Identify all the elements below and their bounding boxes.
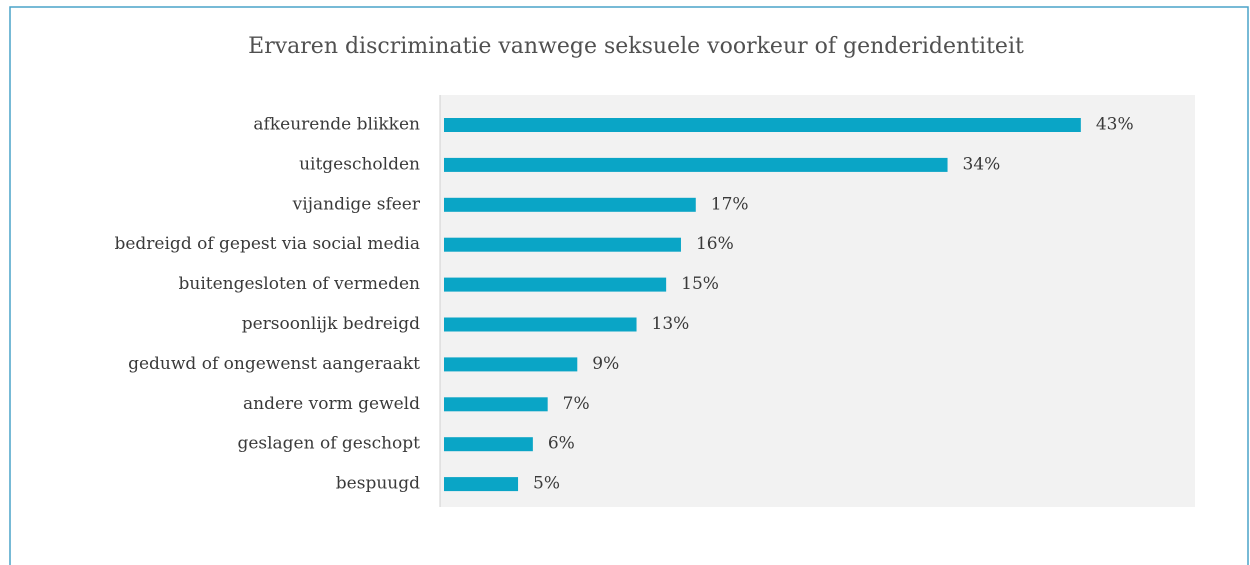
- category-label: bespuugd: [336, 474, 420, 494]
- bar: [444, 317, 637, 332]
- value-label: 5%: [533, 474, 560, 494]
- value-label: 34%: [963, 154, 1001, 174]
- value-label: 6%: [548, 434, 575, 454]
- value-label: 16%: [696, 234, 734, 254]
- bar: [444, 237, 681, 252]
- value-label: 43%: [1096, 115, 1134, 135]
- frame: [9, 6, 1249, 565]
- bar: [444, 397, 548, 412]
- category-label: bedreigd of gepest via social media: [114, 234, 420, 254]
- bar: [444, 437, 533, 452]
- bar: [444, 477, 519, 492]
- category-label: buitengesloten of vermeden: [179, 274, 421, 294]
- value-label: 17%: [711, 194, 749, 214]
- category-label: andere vorm geweld: [243, 394, 420, 414]
- value-label: 7%: [563, 394, 590, 414]
- bar: [444, 157, 948, 172]
- value-label: 15%: [681, 274, 719, 294]
- category-label: geduwd of ongewenst aangeraakt: [128, 354, 420, 374]
- category-label: afkeurende blikken: [253, 115, 420, 135]
- category-label: geslagen of geschopt: [237, 434, 420, 454]
- category-label: persoonlijk bedreigd: [242, 314, 420, 334]
- category-label: uitgescholden: [299, 154, 420, 174]
- category-label: vijandige sfeer: [292, 194, 421, 214]
- chart-title: Ervaren discriminatie vanwege seksuele v…: [248, 34, 1024, 59]
- bar: [444, 277, 667, 292]
- value-label: 13%: [652, 314, 690, 334]
- bar: [444, 357, 578, 372]
- bar: [444, 118, 1081, 132]
- bar: [444, 197, 696, 212]
- value-label: 9%: [592, 354, 619, 374]
